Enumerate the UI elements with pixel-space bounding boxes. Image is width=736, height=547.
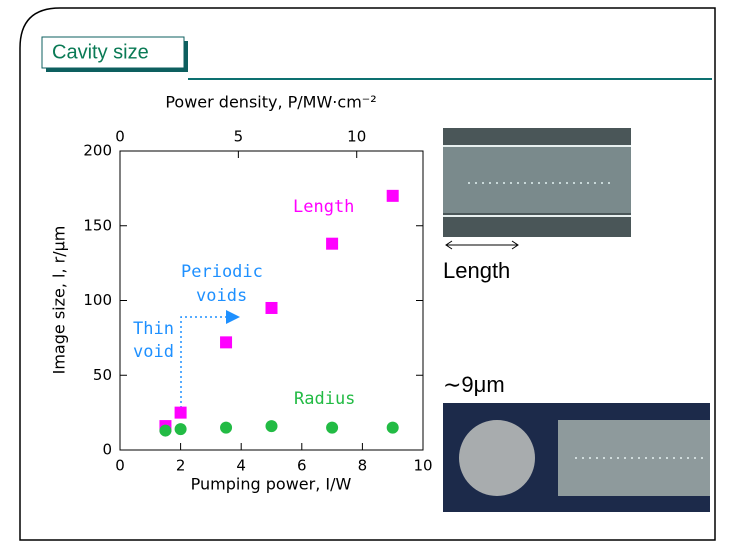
point <box>266 420 278 432</box>
x-tick-label: 0 <box>115 457 125 475</box>
point <box>387 190 399 202</box>
y-axis-label: Image size, l, r/μm <box>50 226 69 375</box>
x-tick-label: 8 <box>358 457 368 475</box>
photo-end-face <box>459 420 535 496</box>
x-axis-label: Pumping power, I/W <box>191 475 352 494</box>
series-label: Radius <box>294 389 355 409</box>
point <box>326 238 338 250</box>
plot-frame <box>120 151 423 450</box>
point <box>175 407 187 419</box>
x2-tick-label: 5 <box>234 128 244 146</box>
slide-title: Cavity size <box>52 41 149 63</box>
y-tick-label: 200 <box>83 142 112 160</box>
length-arrow <box>446 241 518 249</box>
annotation: Periodic <box>181 262 263 282</box>
x-tick-label: 10 <box>413 457 432 475</box>
y-tick-label: 150 <box>83 216 112 234</box>
y-tick-label: 50 <box>93 366 112 384</box>
series-label: Length <box>293 197 354 217</box>
annotation-arrow <box>181 317 232 413</box>
slide: Cavity size Length ∼9μm Pumping power, I… <box>0 0 736 547</box>
point <box>175 423 187 435</box>
point <box>220 336 232 348</box>
point <box>220 422 232 434</box>
annotation: Thin <box>133 319 174 339</box>
x2-axis-label: Power density, P/MW·cm⁻² <box>165 93 376 112</box>
annotation: void <box>133 342 174 362</box>
x-tick-label: 4 <box>236 457 246 475</box>
x2-tick-label: 0 <box>115 128 125 146</box>
annotation: voids <box>196 286 247 306</box>
photo-fiber <box>443 147 631 213</box>
caption: ∼9μm <box>443 372 505 397</box>
annotation-arrowhead <box>226 310 240 324</box>
point <box>266 302 278 314</box>
y-tick-label: 100 <box>83 291 112 309</box>
y-tick-label: 0 <box>102 441 112 459</box>
x2-tick-label: 10 <box>347 128 366 146</box>
point <box>387 422 399 434</box>
x-tick-label: 2 <box>176 457 186 475</box>
caption: Length <box>443 258 510 283</box>
page: {"slide": {"title": "Cavity size", "capt… <box>0 0 736 547</box>
point <box>159 425 171 437</box>
point <box>326 422 338 434</box>
x-tick-label: 6 <box>297 457 307 475</box>
